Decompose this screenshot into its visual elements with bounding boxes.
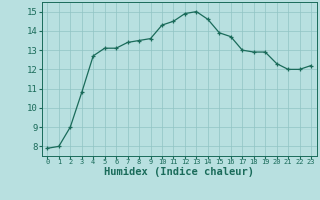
X-axis label: Humidex (Indice chaleur): Humidex (Indice chaleur)	[104, 167, 254, 177]
